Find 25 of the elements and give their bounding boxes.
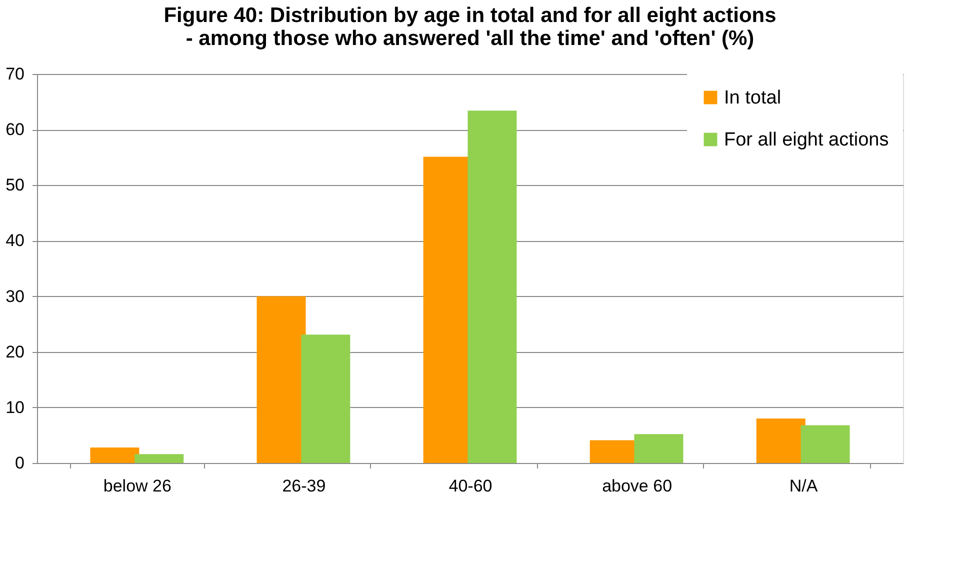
y-tick-label: 40 (6, 231, 24, 250)
legend-label: In total (724, 88, 782, 108)
x-tick-label: N/A (789, 476, 818, 496)
x-tick-label: below 26 (103, 476, 172, 496)
bar (756, 418, 806, 463)
text: - among those who answered 'all the time' and 'often' (%) (186, 27, 754, 50)
bar (800, 425, 850, 463)
bar (90, 447, 140, 463)
bar (634, 434, 684, 463)
bar (134, 454, 184, 463)
legend-label: For all eight actions (724, 130, 889, 150)
y-tick-label: 20 (6, 342, 24, 362)
x-tick-label: above 60 (602, 476, 672, 496)
x-tick-label: 40-60 (448, 476, 492, 496)
y-tick-label: 70 (6, 64, 24, 84)
text: Figure 40: Distribution by age in total and for all eight actions (164, 4, 776, 27)
bar (468, 110, 517, 463)
y-tick-label: 0 (15, 454, 24, 472)
y-tick-label: 10 (6, 398, 24, 417)
bar (256, 296, 306, 463)
y-tick-label: 30 (6, 286, 24, 306)
y-tick-label: 60 (6, 120, 24, 140)
x-tick-label: 26-39 (282, 476, 326, 496)
y-tick-label: 50 (6, 176, 24, 195)
bar (301, 334, 350, 463)
